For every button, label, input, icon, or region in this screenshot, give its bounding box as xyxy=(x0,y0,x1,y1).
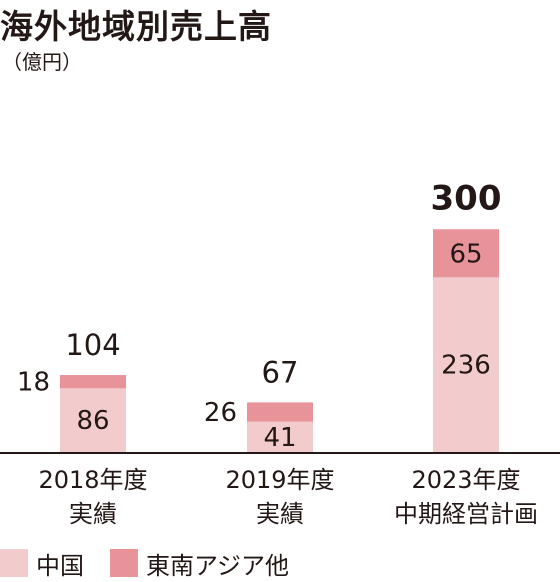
bar-sea-2 xyxy=(433,229,499,278)
legend-swatch-sea xyxy=(110,549,138,577)
total-label-2: 300 xyxy=(431,178,502,218)
legend-label-china: 中国 xyxy=(36,551,84,580)
category-label-1-line-0: 2019年度 xyxy=(225,466,334,494)
bar-sea-0 xyxy=(60,375,126,389)
data-label-sea-0: 18 xyxy=(17,368,50,398)
total-label-1: 67 xyxy=(262,355,299,389)
data-label-china-1: 41 xyxy=(263,423,296,453)
stacked-bar-chart: 86181042018年度実績4126672019年度実績23665300202… xyxy=(0,178,560,528)
legend-item-sea: 東南アジア他 xyxy=(110,546,289,581)
data-label-china-2: 236 xyxy=(441,351,491,381)
category-label-0-line-0: 2018年度 xyxy=(38,466,147,494)
data-label-sea-2: 65 xyxy=(449,239,482,269)
total-label-0: 104 xyxy=(65,328,120,362)
bar-china-2 xyxy=(433,277,499,452)
legend: 中国 東南アジア他 xyxy=(0,546,315,581)
chart-title: 海外地域別売上高 xyxy=(0,7,272,46)
bar-china-0 xyxy=(60,388,126,452)
unit-label: （億円） xyxy=(2,50,82,74)
category-label-1-line-1: 実績 xyxy=(256,500,304,528)
legend-item-china: 中国 xyxy=(0,546,84,581)
data-label-china-0: 86 xyxy=(76,406,109,436)
legend-label-sea: 東南アジア他 xyxy=(146,551,290,580)
category-label-0-line-1: 実績 xyxy=(69,500,117,528)
bar-sea-1 xyxy=(247,402,313,422)
data-label-sea-1: 26 xyxy=(204,398,237,428)
category-label-2-line-1: 中期経営計画 xyxy=(394,500,538,528)
bar-china-1 xyxy=(247,421,313,452)
category-label-2-line-0: 2023年度 xyxy=(411,466,520,494)
legend-swatch-china xyxy=(0,549,28,577)
